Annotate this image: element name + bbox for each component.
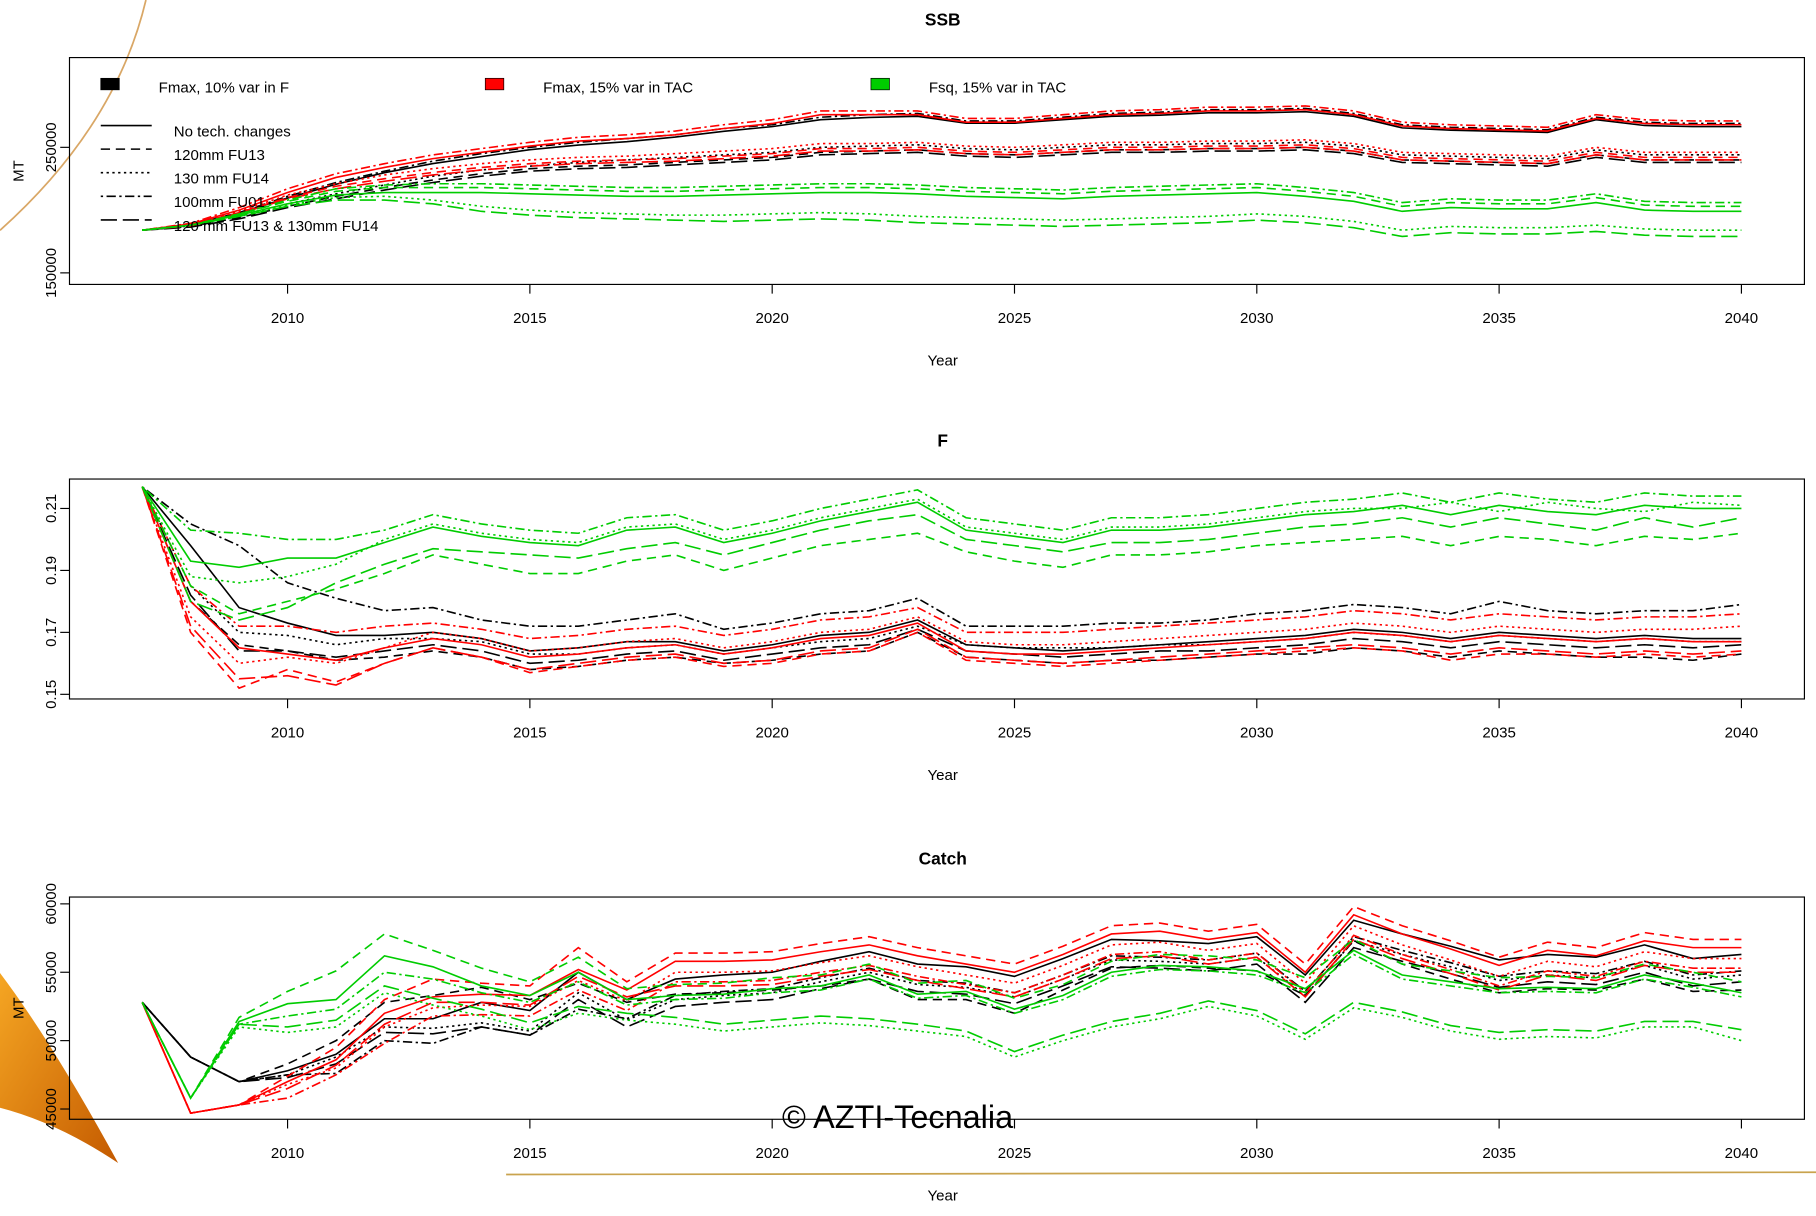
legend-label: 120 mm FU13 & 130mm FU14 (174, 218, 379, 235)
x-tick-label: 2030 (1240, 1145, 1273, 1162)
legend-label: Fsq, 15% var in TAC (929, 80, 1067, 97)
y-tick-label: 0.19 (43, 556, 60, 585)
legend-label: Fmax, 10% var in F (159, 80, 289, 97)
y-axis-label: MT (11, 997, 28, 1019)
x-axis-label: Year (928, 1187, 958, 1204)
x-tick-label: 2010 (271, 310, 304, 327)
series-line (142, 186, 1742, 231)
series-line (141, 486, 1742, 671)
series-line (141, 486, 1742, 615)
legend-label: 130 mm FU14 (174, 171, 269, 188)
series-line (141, 985, 1742, 1100)
y-tick-label: 150000 (43, 248, 60, 298)
x-tick-label: 2030 (1240, 310, 1273, 327)
series-line (141, 919, 1742, 1083)
series-line (142, 144, 1742, 231)
legend-swatch (870, 77, 890, 91)
x-tick-label: 2040 (1725, 725, 1758, 742)
x-tick-label: 2010 (271, 1145, 304, 1162)
x-tick-label: 2035 (1482, 725, 1515, 742)
x-tick-label: 2025 (998, 725, 1031, 742)
chart-title: SSB (925, 9, 961, 29)
plot-frame (68, 478, 1805, 700)
y-tick-label: 250000 (43, 122, 60, 172)
legend-label: 100mm FU01 (174, 194, 265, 211)
series-line (141, 486, 1742, 621)
y-tick-label: 60000 (43, 883, 60, 925)
x-tick-label: 2035 (1482, 310, 1515, 327)
x-tick-label: 2025 (998, 1145, 1031, 1162)
y-tick-label: 50000 (43, 1020, 60, 1062)
y-tick-label: 45000 (43, 1088, 60, 1130)
x-tick-label: 2010 (271, 725, 304, 742)
series-line (141, 486, 1742, 640)
series-line (141, 486, 1742, 665)
y-tick-label: 0.21 (43, 494, 60, 523)
legend-label: 120mm FU13 (174, 147, 265, 164)
x-tick-label: 2025 (998, 310, 1031, 327)
series-line (142, 108, 1742, 231)
y-tick-label: 0.15 (43, 680, 60, 709)
series-line (142, 105, 1742, 231)
series-line (141, 949, 1742, 1100)
x-tick-label: 2015 (513, 1145, 546, 1162)
series-line (142, 110, 1742, 231)
y-axis-label: MT (11, 160, 28, 182)
series-line (142, 107, 1742, 231)
series-line (142, 195, 1742, 231)
series-line (141, 905, 1742, 1115)
series-line (142, 149, 1742, 231)
series-line (141, 934, 1742, 1115)
x-tick-label: 2040 (1725, 1145, 1758, 1162)
series-line (141, 486, 1742, 584)
plot-frame (68, 56, 1805, 285)
x-axis-label: Year (928, 353, 958, 370)
chart-title: F (937, 431, 948, 451)
legend-label: Fmax, 15% var in TAC (543, 80, 693, 97)
legend-label: No tech. changes (174, 123, 291, 140)
x-tick-label: 2020 (755, 1145, 788, 1162)
series-line (142, 146, 1742, 231)
legend-swatch (484, 77, 505, 91)
series-line (142, 138, 1742, 231)
x-tick-label: 2015 (513, 725, 546, 742)
x-tick-label: 2035 (1482, 1145, 1515, 1162)
x-axis-label: Year (928, 767, 958, 784)
y-tick-label: 0.17 (43, 618, 60, 647)
x-tick-label: 2020 (755, 725, 788, 742)
decor-curve (0, 0, 147, 231)
series-line (141, 933, 1742, 1100)
series-line (141, 486, 1742, 541)
series-line (141, 486, 1742, 631)
series-line (141, 913, 1742, 1115)
legend-swatch (100, 77, 120, 91)
series-line (141, 924, 1742, 1115)
y-tick-label: 55000 (43, 951, 60, 993)
series-line (142, 141, 1742, 231)
watermark: © AZTI-Tecnalia (782, 1099, 1013, 1135)
x-tick-label: 2040 (1725, 310, 1758, 327)
decor-line (506, 1171, 1816, 1176)
series-line (142, 199, 1742, 238)
series-line (141, 486, 1742, 569)
series-line (141, 938, 1742, 1115)
series-line (141, 953, 1742, 1100)
series-line (142, 191, 1742, 231)
series-line (141, 486, 1742, 686)
x-tick-label: 2015 (513, 310, 546, 327)
x-tick-label: 2030 (1240, 725, 1273, 742)
series-line (142, 182, 1742, 231)
series-line (141, 486, 1742, 652)
chart-title: Catch (919, 849, 967, 869)
plot-frame (68, 896, 1805, 1120)
x-tick-label: 2020 (755, 310, 788, 327)
decor-swoosh (0, 973, 119, 1164)
series-line (141, 486, 1742, 662)
